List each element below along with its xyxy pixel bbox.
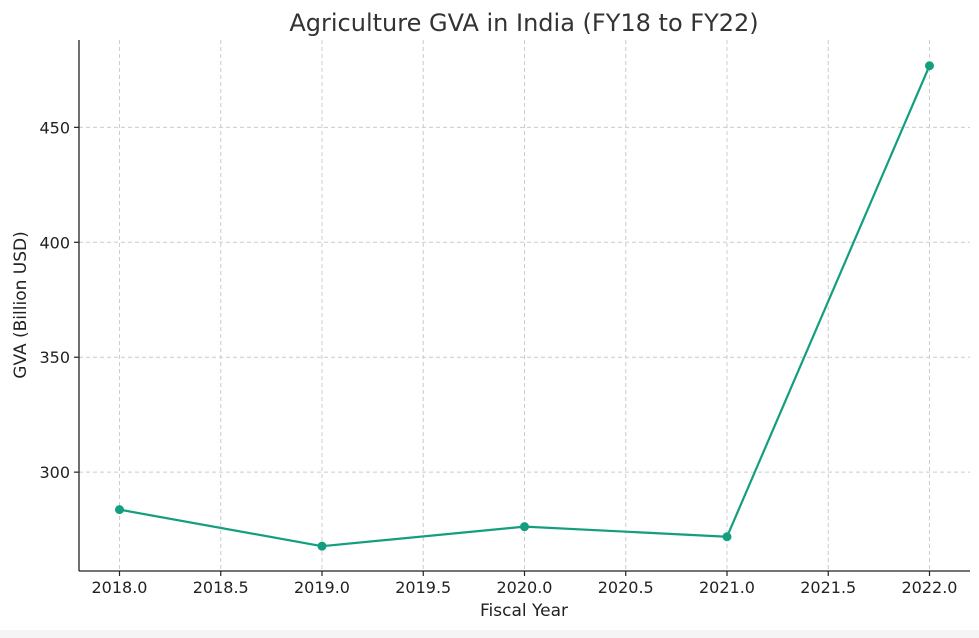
x-tick-label: 2021.0 bbox=[699, 578, 755, 597]
series-layer bbox=[115, 61, 934, 551]
x-tick-label: 2018.0 bbox=[92, 578, 148, 597]
x-tick-label: 2019.0 bbox=[294, 578, 350, 597]
data-point bbox=[317, 541, 327, 551]
y-tick-label: 450 bbox=[39, 118, 70, 137]
x-tick-label: 2020.5 bbox=[598, 578, 654, 597]
axes: 2018.0 2018.5 2019.0 2019.5 2020.0 2020.5 2021… bbox=[39, 40, 970, 597]
grid bbox=[79, 40, 970, 571]
x-tick-label: 2021.5 bbox=[800, 578, 856, 597]
data-point bbox=[520, 522, 529, 532]
x-tick-label: 2018.5 bbox=[193, 578, 249, 597]
x-tick-label: 2022.0 bbox=[902, 578, 958, 597]
chart-title: Agriculture GVA in India (FY18 to FY22) bbox=[289, 9, 758, 37]
data-point bbox=[925, 61, 934, 71]
y-tick-label: 400 bbox=[39, 233, 70, 252]
data-point bbox=[115, 505, 124, 515]
y-tick-label: 350 bbox=[39, 348, 70, 367]
y-tick-label: 300 bbox=[39, 463, 70, 482]
x-tick-label: 2019.5 bbox=[395, 578, 451, 597]
x-axis-label: Fiscal Year bbox=[480, 601, 568, 621]
data-point bbox=[722, 532, 732, 542]
y-axis-label: GVA (Billion USD) bbox=[11, 231, 31, 378]
x-tick-label: 2020.0 bbox=[497, 578, 553, 597]
